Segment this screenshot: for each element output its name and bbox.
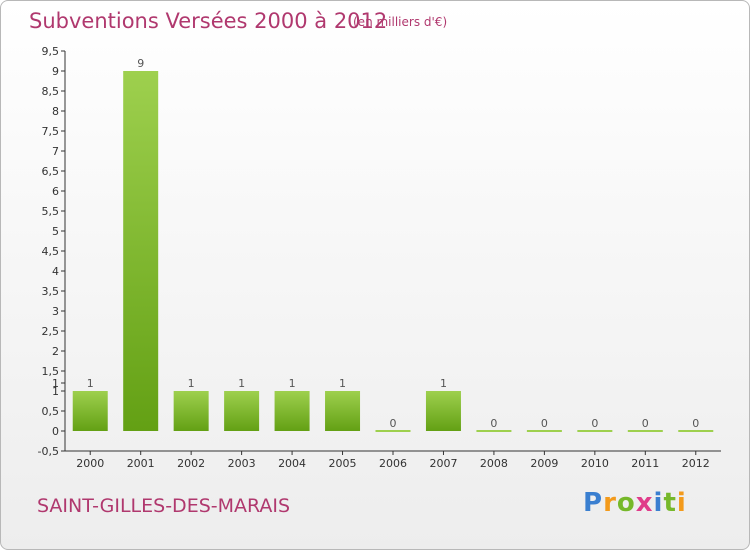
y-tick-label: 9,5 <box>42 45 60 58</box>
commune-name: SAINT-GILLES-DES-MARAIS <box>37 495 291 517</box>
data-label: 1 <box>289 377 296 390</box>
x-tick-label: 2007 <box>429 457 457 470</box>
logo-letter: t <box>663 488 677 518</box>
bar <box>375 430 411 432</box>
y-tick-label: 8 <box>52 105 59 118</box>
y-tick-label: 9 <box>52 65 59 78</box>
x-tick-label: 2004 <box>278 457 306 470</box>
x-tick-label: 2003 <box>228 457 256 470</box>
bar <box>425 391 461 431</box>
data-label: 1 <box>188 377 195 390</box>
data-label: 0 <box>591 417 598 430</box>
x-tick-label: 2000 <box>76 457 104 470</box>
y-tick-label: 0,5 <box>42 405 60 418</box>
y-tick-label: 6 <box>52 185 59 198</box>
bar <box>72 391 108 431</box>
y-tick-label: 1,5 <box>42 365 60 378</box>
x-tick-label: 2009 <box>530 457 558 470</box>
data-label: 1 <box>339 377 346 390</box>
bar <box>123 71 159 431</box>
y-tick-label: 5,5 <box>42 205 60 218</box>
data-label: 0 <box>692 417 699 430</box>
proxiti-logo[interactable]: Proxiti <box>583 488 687 518</box>
x-tick-label: 2011 <box>631 457 659 470</box>
x-tick-label: 2006 <box>379 457 407 470</box>
x-tick-label: 2001 <box>127 457 155 470</box>
x-tick-label: 2012 <box>682 457 710 470</box>
data-label: 0 <box>490 417 497 430</box>
bar <box>224 391 260 431</box>
y-tick-label: 7,5 <box>42 125 60 138</box>
data-label: 1 <box>440 377 447 390</box>
x-tick-label: 2005 <box>329 457 357 470</box>
logo-letter: r <box>603 488 617 518</box>
logo-letter: P <box>583 488 604 518</box>
y-tick-label: 4,5 <box>42 245 60 258</box>
logo-letter: i <box>676 488 687 518</box>
bar <box>325 391 361 431</box>
bar <box>173 391 209 431</box>
x-tick-label: 2010 <box>581 457 609 470</box>
y-tick-label: 0 <box>52 425 59 438</box>
logo-letter: x <box>635 488 654 518</box>
bar <box>476 430 512 432</box>
y-tick-label: 1 <box>52 385 59 398</box>
bar <box>627 430 663 432</box>
y-tick-label: 4 <box>52 265 59 278</box>
data-label: 0 <box>390 417 397 430</box>
data-label: 0 <box>541 417 548 430</box>
y-tick-label: 3,5 <box>42 285 60 298</box>
logo-letter: o <box>616 488 636 518</box>
y-tick-label: 6,5 <box>42 165 60 178</box>
logo-letter: i <box>653 488 664 518</box>
y-tick-label: 5 <box>52 225 59 238</box>
y-tick-label: 8,5 <box>42 85 60 98</box>
y-tick-label: 7 <box>52 145 59 158</box>
x-tick-label: 2002 <box>177 457 205 470</box>
y-tick-label: -0,5 <box>38 445 59 458</box>
data-label: 0 <box>642 417 649 430</box>
bar <box>274 391 310 431</box>
data-label: 1 <box>87 377 94 390</box>
y-tick-label: 1 <box>52 377 59 390</box>
y-tick-label: 2 <box>52 345 59 358</box>
chart-title: Subventions Versées 2000 à 2012 <box>29 9 388 33</box>
data-label: 9 <box>137 57 144 70</box>
y-tick-label: 2,5 <box>42 325 60 338</box>
chart-subtitle: (en milliers d'€) <box>353 15 448 29</box>
data-label: 1 <box>238 377 245 390</box>
bar <box>577 430 613 432</box>
y-tick-label: 3 <box>52 305 59 318</box>
bar <box>526 430 562 432</box>
x-tick-label: 2008 <box>480 457 508 470</box>
bar <box>678 430 714 432</box>
